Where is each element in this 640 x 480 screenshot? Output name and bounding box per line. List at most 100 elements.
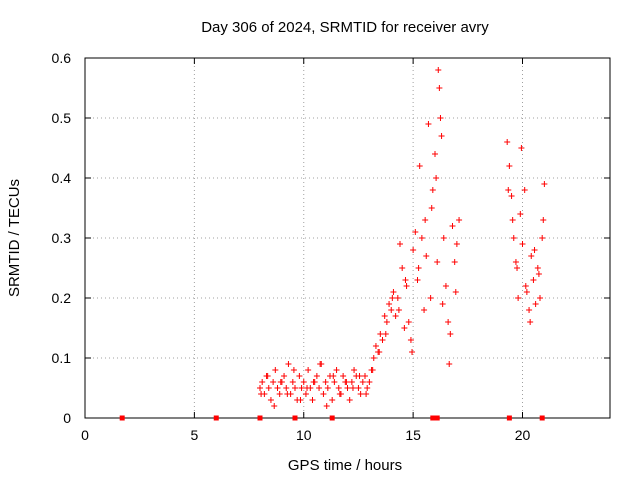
grid-lines (85, 58, 610, 418)
data-point (429, 187, 436, 193)
data-point (407, 337, 414, 343)
data-point (296, 373, 303, 379)
data-point (528, 253, 535, 259)
data-point (259, 379, 266, 385)
data-point (331, 379, 338, 385)
data-point (447, 331, 454, 337)
data-point (329, 397, 336, 403)
data-point (320, 391, 327, 397)
data-point (390, 289, 397, 295)
data-point (517, 211, 524, 217)
baseline-marker (329, 415, 335, 421)
data-point (362, 373, 368, 379)
data-point (389, 295, 396, 301)
y-tick-label: 0.3 (52, 230, 72, 246)
data-point (523, 289, 530, 295)
data-point (317, 361, 324, 367)
data-point (322, 379, 329, 385)
data-point (298, 385, 305, 391)
data-point (537, 295, 543, 301)
data-point (285, 361, 292, 367)
data-point (313, 373, 320, 379)
x-tick-label: 20 (515, 427, 531, 443)
data-point (410, 247, 417, 253)
data-point (416, 163, 423, 169)
data-point (415, 265, 422, 271)
data-point (509, 217, 516, 223)
data-point (355, 385, 362, 391)
data-point (284, 391, 291, 397)
y-axis-label: SRMTID / TECUs (6, 179, 23, 297)
plot-frame (84, 57, 611, 419)
data-point (423, 253, 430, 259)
y-tick-label: 0 (63, 410, 71, 426)
data-point (401, 325, 408, 331)
data-point (386, 301, 393, 307)
y-tick-label: 0.5 (52, 110, 72, 126)
data-point (522, 283, 529, 289)
data-point (532, 301, 539, 307)
chart-title: Day 306 of 2024, SRMTID for receiver avr… (201, 19, 489, 36)
data-point (357, 391, 364, 397)
data-point (512, 259, 519, 265)
data-point (397, 241, 403, 247)
data-point (382, 331, 389, 337)
data-point (433, 175, 440, 181)
data-point (508, 193, 515, 199)
data-point (526, 307, 533, 313)
data-point (437, 115, 444, 121)
x-tick-label: 0 (81, 427, 89, 443)
x-tick-label: 10 (296, 427, 312, 443)
data-point (439, 301, 446, 307)
data-point (445, 319, 452, 325)
data-point (323, 403, 330, 409)
baseline-markers (119, 415, 545, 421)
data-point (505, 187, 512, 193)
data-point (304, 385, 311, 391)
data-point (535, 271, 542, 277)
data-point (452, 289, 459, 295)
data-point (335, 385, 342, 391)
data-point (292, 385, 298, 391)
data-point (514, 265, 521, 271)
data-point (264, 373, 271, 379)
data-point (274, 385, 281, 391)
baseline-marker (292, 415, 298, 421)
data-point (340, 373, 347, 379)
data-point (343, 379, 350, 385)
data-point (281, 373, 288, 379)
data-point (506, 163, 513, 169)
data-point (440, 235, 447, 241)
data-point (434, 259, 441, 265)
data-point (271, 403, 278, 409)
y-tick-label: 0.4 (52, 170, 72, 186)
data-point (412, 229, 419, 235)
baseline-marker (434, 415, 440, 421)
data-point (330, 373, 337, 379)
data-point (270, 379, 277, 385)
data-point (405, 319, 412, 325)
y-tick-label: 0.6 (52, 50, 72, 66)
data-point (381, 313, 388, 319)
data-point (422, 217, 429, 223)
data-point (372, 343, 379, 349)
data-point (258, 391, 265, 397)
data-point (376, 349, 383, 355)
data-point (297, 397, 304, 403)
data-point (359, 379, 366, 385)
data-point (324, 385, 331, 391)
data-point (277, 379, 284, 385)
data-point (333, 367, 340, 373)
data-point (272, 367, 279, 373)
data-point (305, 367, 312, 373)
data-point (336, 391, 343, 397)
data-point (388, 307, 395, 313)
data-point (290, 367, 297, 373)
data-point (369, 367, 376, 373)
data-point (540, 217, 547, 223)
data-point (309, 397, 316, 403)
data-point (392, 313, 399, 319)
data-point (302, 391, 309, 397)
data-point (344, 385, 351, 391)
